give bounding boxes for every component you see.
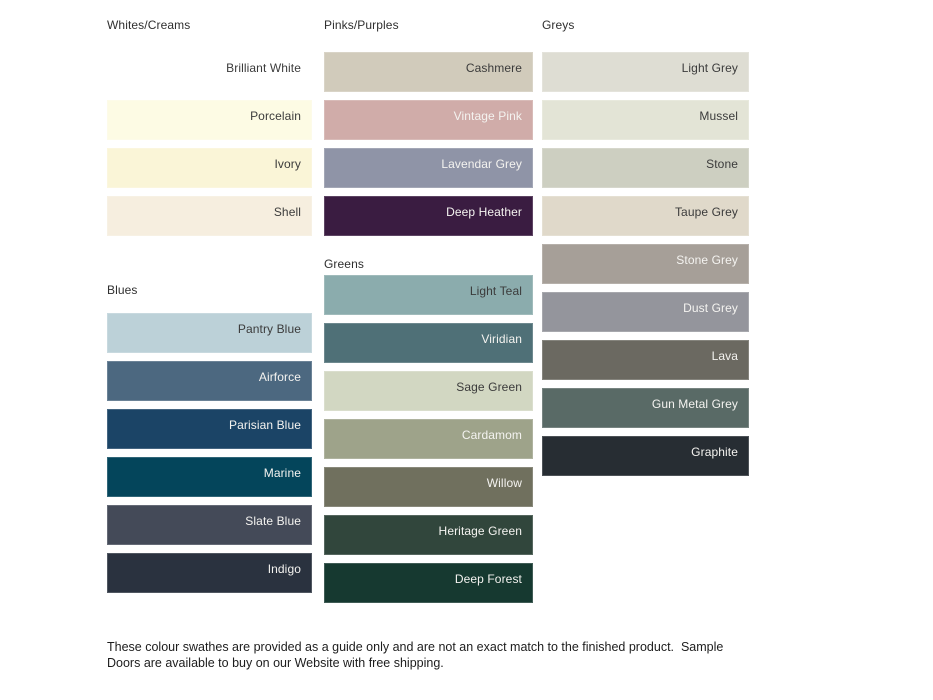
- swatch-graphite: Graphite: [542, 436, 749, 476]
- swatch-label-porcelain: Porcelain: [250, 109, 301, 123]
- swatch-label-marine: Marine: [263, 466, 301, 480]
- section-title-blues: Blues: [107, 283, 138, 297]
- swatch-label-slate-blue: Slate Blue: [245, 514, 301, 528]
- section-greens: Greens Light Teal Viridian Sage Green Cardam…: [324, 257, 533, 603]
- swatch-label-deep-forest: Deep Forest: [454, 572, 522, 586]
- swatch-label-shell: Shell: [273, 205, 301, 219]
- section-pinks-purples: Pinks/Purples Cashmere Vintage Pink Lavenda…: [324, 18, 533, 236]
- swatch-deep-heather: Deep Heather: [324, 196, 533, 236]
- swatch-label-graphite: Graphite: [691, 445, 738, 459]
- section-title-whites-creams: Whites/Creams: [107, 18, 191, 32]
- section-whites-creams: Whites/Creams Brilliant White Porcelain Ivo…: [107, 18, 312, 236]
- swatch-label-ivory: Ivory: [274, 157, 301, 171]
- swatch-vintage-pink: Vintage Pink: [324, 100, 533, 140]
- section-blues: Blues Pantry Blue Airforce Parisian Blue Mar…: [107, 283, 312, 593]
- swatch-label-deep-heather: Deep Heather: [446, 205, 522, 219]
- swatch-column-3: Greys Light Grey Mussel Stone Taupe Grey Ston…: [542, 18, 749, 484]
- swatch-mussel: Mussel: [542, 100, 749, 140]
- swatch-indigo: Indigo: [107, 553, 312, 593]
- swatch-airforce: Airforce: [107, 361, 312, 401]
- swatch-label-heritage-green: Heritage Green: [438, 524, 522, 538]
- swatch-gun-metal-grey: Gun Metal Grey: [542, 388, 749, 428]
- swatch-label-pantry-blue: Pantry Blue: [237, 322, 301, 336]
- section-title-greens: Greens: [324, 257, 364, 271]
- section-greys: Greys Light Grey Mussel Stone Taupe Grey Ston…: [542, 18, 749, 476]
- swatch-shell: Shell: [107, 196, 312, 236]
- swatch-label-cardamom: Cardamom: [461, 428, 522, 442]
- swatch-heritage-green: Heritage Green: [324, 515, 533, 555]
- swatch-label-gun-metal-grey: Gun Metal Grey: [651, 397, 738, 411]
- disclaimer-text: These colour swathes are provided as a g…: [107, 640, 727, 670]
- swatch-dust-grey: Dust Grey: [542, 292, 749, 332]
- swatch-viridian: Viridian: [324, 323, 533, 363]
- swatch-label-dust-grey: Dust Grey: [683, 301, 738, 315]
- swatch-marine: Marine: [107, 457, 312, 497]
- swatch-label-light-teal: Light Teal: [469, 284, 522, 298]
- swatch-ivory: Ivory: [107, 148, 312, 188]
- swatch-label-brilliant-white: Brilliant White: [226, 61, 301, 75]
- swatch-slate-blue: Slate Blue: [107, 505, 312, 545]
- swatch-label-lava: Lava: [711, 349, 738, 363]
- swatch-label-lavendar-grey: Lavendar Grey: [441, 157, 522, 171]
- swatch-deep-forest: Deep Forest: [324, 563, 533, 603]
- section-title-greys: Greys: [542, 18, 575, 32]
- swatch-porcelain: Porcelain: [107, 100, 312, 140]
- swatch-label-light-grey: Light Grey: [681, 61, 738, 75]
- swatch-taupe-grey: Taupe Grey: [542, 196, 749, 236]
- swatch-cashmere: Cashmere: [324, 52, 533, 92]
- swatch-label-viridian: Viridian: [481, 332, 522, 346]
- swatch-brilliant-white: Brilliant White: [107, 52, 312, 92]
- swatch-label-airforce: Airforce: [258, 370, 301, 384]
- swatch-label-vintage-pink: Vintage Pink: [453, 109, 522, 123]
- swatch-label-stone: Stone: [706, 157, 738, 171]
- swatch-willow: Willow: [324, 467, 533, 507]
- swatch-cardamom: Cardamom: [324, 419, 533, 459]
- swatch-light-teal: Light Teal: [324, 275, 533, 315]
- swatch-label-cashmere: Cashmere: [465, 61, 522, 75]
- section-title-pinks-purples: Pinks/Purples: [324, 18, 399, 32]
- swatch-label-willow: Willow: [486, 476, 522, 490]
- swatch-stone: Stone: [542, 148, 749, 188]
- swatch-light-grey: Light Grey: [542, 52, 749, 92]
- swatch-column-1: Whites/Creams Brilliant White Porcelain Ivo…: [107, 18, 312, 601]
- swatch-parisian-blue: Parisian Blue: [107, 409, 312, 449]
- swatch-label-sage-green: Sage Green: [456, 380, 522, 394]
- swatch-label-taupe-grey: Taupe Grey: [674, 205, 738, 219]
- swatch-label-mussel: Mussel: [699, 109, 738, 123]
- swatch-sage-green: Sage Green: [324, 371, 533, 411]
- swatch-column-2: Pinks/Purples Cashmere Vintage Pink Lavenda…: [324, 18, 533, 611]
- swatch-label-indigo: Indigo: [267, 562, 301, 576]
- swatch-lava: Lava: [542, 340, 749, 380]
- swatch-label-stone-grey: Stone Grey: [676, 253, 738, 267]
- swatch-pantry-blue: Pantry Blue: [107, 313, 312, 353]
- swatch-lavendar-grey: Lavendar Grey: [324, 148, 533, 188]
- swatch-label-parisian-blue: Parisian Blue: [228, 418, 301, 432]
- swatch-stone-grey: Stone Grey: [542, 244, 749, 284]
